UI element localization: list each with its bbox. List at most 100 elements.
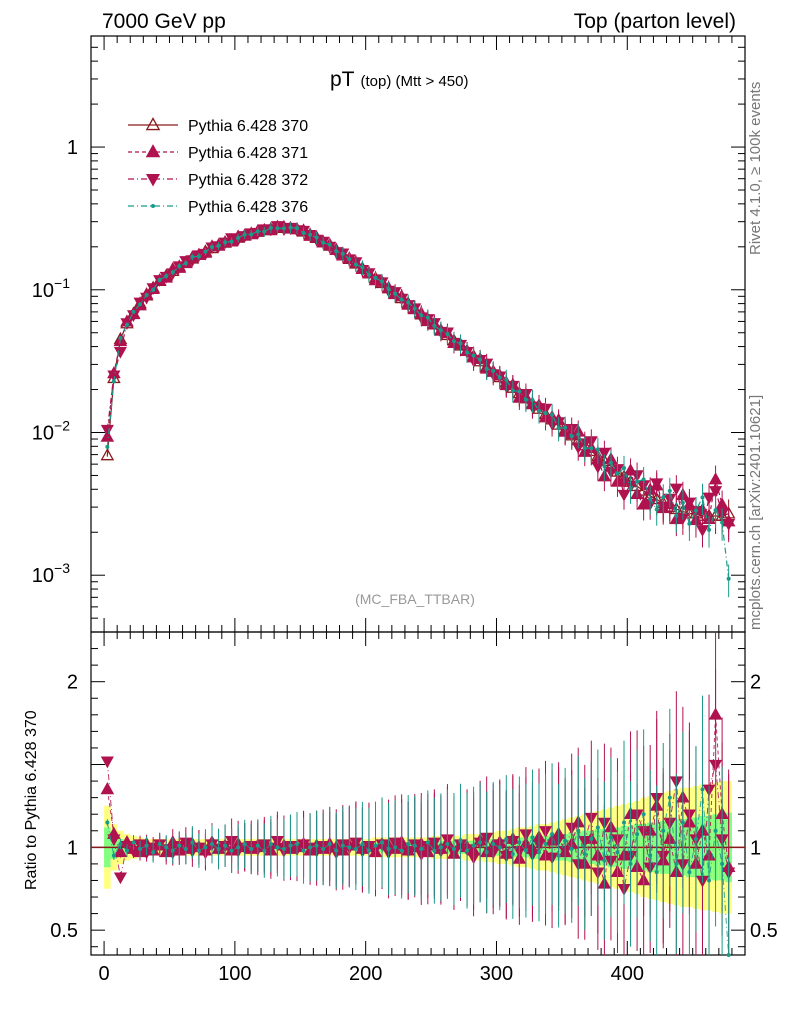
data-point <box>556 426 561 431</box>
data-point <box>582 446 587 451</box>
data-point <box>314 235 319 240</box>
ratio-point <box>373 843 378 848</box>
data-point <box>321 240 326 245</box>
series-1 <box>100 219 736 541</box>
data-point <box>674 513 679 518</box>
top-ytick-base: 10 <box>32 422 54 444</box>
data-point <box>693 508 698 513</box>
top-ytick-base: 10 <box>32 280 54 302</box>
data-point <box>536 408 541 413</box>
ratio-point <box>262 848 267 853</box>
data-point <box>412 306 417 311</box>
ratio-point <box>576 828 581 833</box>
data-point <box>380 279 385 284</box>
ratio-point <box>465 848 470 853</box>
ratio-point <box>523 848 528 853</box>
ratio-point <box>183 846 188 851</box>
data-point <box>722 519 736 531</box>
data-point <box>709 486 723 498</box>
ratio-point <box>275 845 280 850</box>
data-point <box>229 239 234 244</box>
ratio-point <box>113 844 128 858</box>
data-point <box>107 370 121 383</box>
ratio-point <box>556 853 561 858</box>
ratio-point <box>406 842 411 847</box>
data-point <box>327 242 332 247</box>
top-ytick-label: 10−1 <box>32 275 70 302</box>
ratio-point <box>321 846 326 851</box>
ratio-point <box>327 842 332 847</box>
data-point <box>589 446 594 451</box>
ratio-point <box>641 812 646 817</box>
xtick-label: 200 <box>349 963 382 985</box>
ratio-point <box>138 846 143 851</box>
data-point <box>406 300 411 305</box>
ratio-point <box>340 843 345 848</box>
ratio-point <box>608 835 613 840</box>
ratio-point <box>223 843 228 848</box>
data-point <box>100 424 114 437</box>
data-point <box>170 270 175 275</box>
data-point <box>151 287 156 292</box>
ratio-point <box>432 848 437 853</box>
data-point <box>157 277 162 282</box>
data-point <box>563 425 568 430</box>
data-point <box>386 287 391 292</box>
data-point <box>458 341 463 346</box>
ratio-point <box>622 820 627 825</box>
ratio-point <box>517 840 522 845</box>
data-point <box>183 261 188 266</box>
legend-label: Pythia 6.428 370 <box>188 118 308 135</box>
ratio-point <box>661 828 666 833</box>
data-point <box>177 264 182 269</box>
ratio-point <box>582 851 587 856</box>
data-point <box>308 232 313 237</box>
ratio-point <box>510 851 515 856</box>
legend-marker <box>151 204 155 208</box>
legend-label: Pythia 6.428 372 <box>188 172 308 189</box>
data-point <box>196 254 201 259</box>
plot-title-main: pT <box>330 68 355 91</box>
ratio-point <box>164 845 169 850</box>
data-point <box>393 291 398 296</box>
ratio-point <box>399 848 404 853</box>
legend-label: Pythia 6.428 376 <box>188 199 308 216</box>
plot-title: pT (top) (Mtt > 450) <box>330 68 468 91</box>
header-left: 7000 GeV pp <box>102 10 226 33</box>
data-point <box>726 576 731 581</box>
ratio-point <box>654 870 659 875</box>
data-point <box>353 262 358 267</box>
data-point <box>471 353 476 358</box>
ratio-point <box>667 795 672 800</box>
data-point <box>373 275 378 280</box>
data-point <box>164 273 169 278</box>
data-point <box>301 231 306 236</box>
data-point <box>700 495 705 500</box>
data-point <box>281 226 286 231</box>
ratio-ylabel: Ratio to Pythia 6.428 370 <box>23 710 40 890</box>
data-point <box>669 483 683 496</box>
ratio-point <box>196 848 201 853</box>
ratio-ytick-label-right: 1 <box>750 837 761 859</box>
ratio-point <box>353 846 358 851</box>
ratio-point <box>209 842 214 847</box>
ratio-point <box>295 842 300 847</box>
data-point <box>608 460 613 465</box>
ratio-point <box>131 840 136 845</box>
side-label-rivet: Rivet 4.1.0, ≥ 100k events <box>747 82 764 255</box>
ratio-point <box>236 845 241 850</box>
data-point <box>695 525 710 537</box>
legend-label: Pythia 6.428 371 <box>188 145 308 162</box>
ratio-point <box>569 846 574 851</box>
data-point <box>236 235 241 240</box>
data-point <box>702 492 716 505</box>
ratio-point <box>111 853 116 858</box>
ratio-point <box>589 837 594 842</box>
ratio-point <box>255 843 260 848</box>
data-point <box>491 368 496 373</box>
ratio-point <box>412 843 417 848</box>
watermark: (MC_FBA_TTBAR) <box>355 591 475 607</box>
data-point <box>484 366 489 371</box>
ratio-point <box>229 848 234 853</box>
ratio-point <box>100 782 115 795</box>
